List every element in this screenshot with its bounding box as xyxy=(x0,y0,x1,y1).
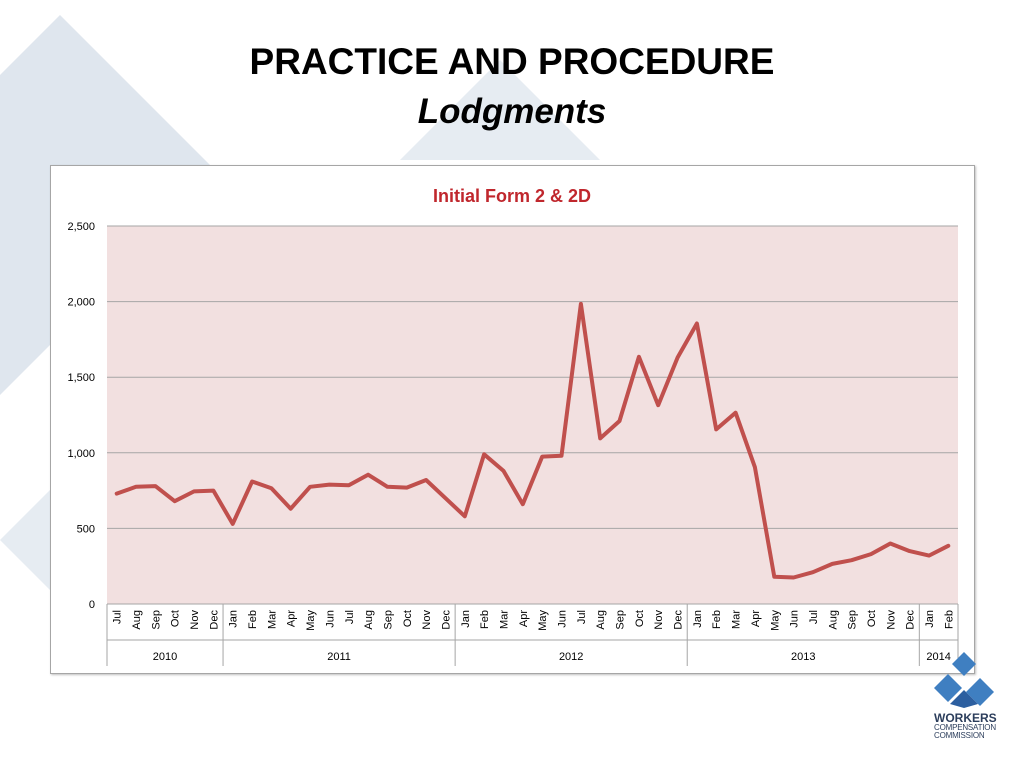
x-tick-label: Apr xyxy=(750,610,762,627)
logo-diamond-left xyxy=(934,674,962,702)
x-tick-label: Oct xyxy=(866,610,878,627)
x-tick-label: Jan xyxy=(228,610,240,628)
x-tick-label: Jun xyxy=(789,610,801,628)
year-label: 2013 xyxy=(791,651,815,663)
x-tick-label: Dec xyxy=(440,610,452,630)
y-tick-label: 0 xyxy=(89,599,95,611)
x-tick-label: Sep xyxy=(847,610,859,630)
x-tick-label: Jul xyxy=(808,610,820,624)
x-tick-label: Feb xyxy=(943,610,955,629)
plot-area xyxy=(107,226,958,604)
chart-container: Initial Form 2 & 2D 0 500 1,000 1,500 2,000 2… xyxy=(50,165,975,674)
x-tick-label: Jan xyxy=(692,610,704,628)
logo-base xyxy=(950,690,978,708)
x-tick-label: Jul xyxy=(344,610,356,624)
series-line xyxy=(114,301,951,580)
line-chart: Initial Form 2 & 2D 0 500 1,000 1,500 2,000 2… xyxy=(67,186,959,666)
x-tick-label: Jun xyxy=(557,610,569,628)
x-tick-label: Apr xyxy=(286,610,298,627)
x-tick-label: May xyxy=(769,610,781,631)
y-tick-label: 1,500 xyxy=(67,372,95,384)
workers-compensation-logo xyxy=(934,652,994,708)
x-tick-label: Mar xyxy=(266,610,278,629)
y-tick-label: 1,000 xyxy=(67,448,95,460)
x-tick-label: Dec xyxy=(905,610,917,630)
x-tick-label: Oct xyxy=(402,610,414,627)
x-tick-label: Oct xyxy=(634,610,646,627)
logo-line-1: WORKERS xyxy=(934,711,997,725)
chart-title: Initial Form 2 & 2D xyxy=(433,186,591,206)
x-tick-label: Jan xyxy=(924,610,936,628)
y-tick-label: 500 xyxy=(77,523,95,535)
x-tick-label: Mar xyxy=(498,610,510,629)
x-tick-label: Aug xyxy=(131,610,143,630)
logo-diamond-top xyxy=(952,652,976,676)
year-label: 2011 xyxy=(327,651,351,663)
x-tick-label: May xyxy=(537,610,549,631)
year-label: 2012 xyxy=(559,651,583,663)
x-tick-label: Oct xyxy=(170,610,182,627)
y-tick-label: 2,500 xyxy=(67,221,95,233)
x-tick-label: Nov xyxy=(885,610,897,630)
x-tick-label: Feb xyxy=(479,610,491,629)
x-tick-label: Aug xyxy=(827,610,839,630)
year-label: 2010 xyxy=(153,651,177,663)
x-tick-label: Mar xyxy=(731,610,743,629)
x-tick-label: Jun xyxy=(324,610,336,628)
slide-title: PRACTICE AND PROCEDURE xyxy=(249,41,775,82)
x-tick-label: Jul xyxy=(576,610,588,624)
logo-line-3: COMMISSION xyxy=(934,731,985,740)
x-tick-label: Sep xyxy=(382,610,394,630)
x-tick-label: Dec xyxy=(208,610,220,630)
x-tick-label: Sep xyxy=(150,610,162,630)
year-label: 2014 xyxy=(926,651,950,663)
x-tick-label: Jul xyxy=(112,610,124,624)
x-tick-label: Feb xyxy=(247,610,259,629)
slide-title-block: PRACTICE AND PROCEDURE Lodgments xyxy=(0,40,1024,134)
x-tick-label: Nov xyxy=(421,610,433,630)
logo-line-2: COMPENSATION xyxy=(934,723,996,732)
x-tick-label: Nov xyxy=(189,610,201,630)
x-tick-label: May xyxy=(305,610,317,631)
slide-subtitle: Lodgments xyxy=(417,92,607,131)
x-tick-label: Aug xyxy=(595,610,607,630)
x-tick-label: Aug xyxy=(363,610,375,630)
x-tick-label: Nov xyxy=(653,610,665,630)
x-tick-label: Feb xyxy=(711,610,723,629)
logo-text: WORKERS COMPENSATION COMMISSION xyxy=(934,712,1014,740)
x-tick-label: Jan xyxy=(460,610,472,628)
x-tick-label: Dec xyxy=(673,610,685,630)
x-tick-label: Sep xyxy=(615,610,627,630)
y-tick-label: 2,000 xyxy=(67,297,95,309)
x-tick-label: Apr xyxy=(518,610,530,627)
